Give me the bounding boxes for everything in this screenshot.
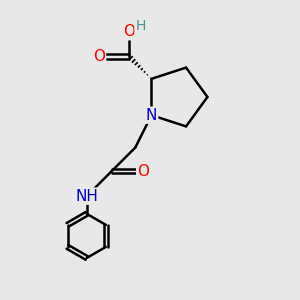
- Text: O: O: [137, 164, 149, 178]
- Text: O: O: [93, 49, 105, 64]
- Text: NH: NH: [75, 189, 98, 204]
- Text: N: N: [146, 108, 157, 123]
- Text: O: O: [123, 24, 135, 39]
- Text: H: H: [135, 19, 146, 33]
